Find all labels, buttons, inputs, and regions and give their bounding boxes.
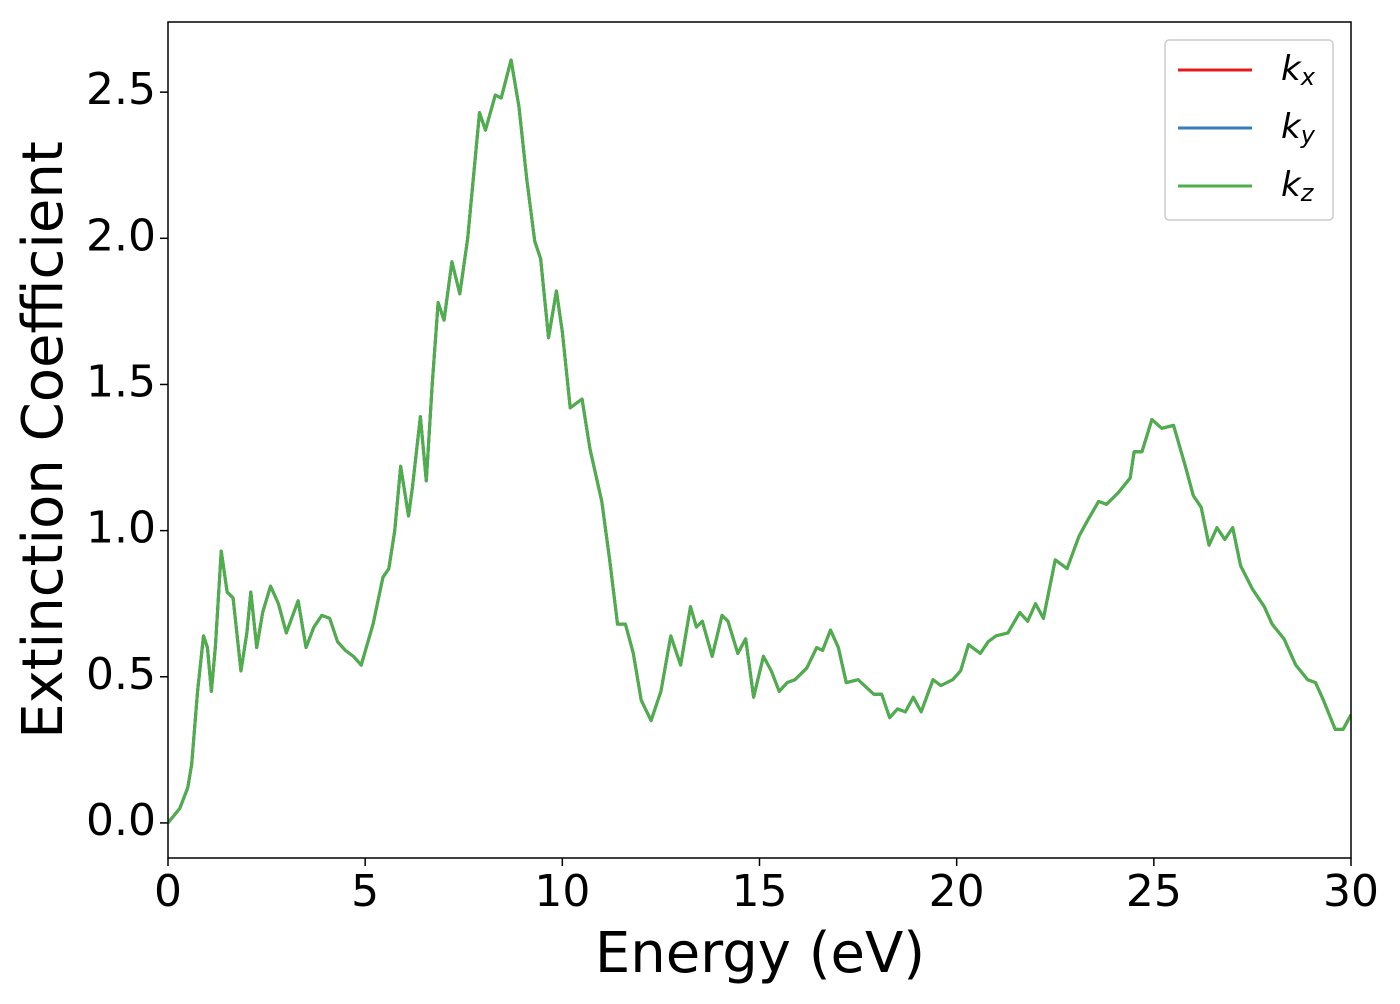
y-axis-label: Extinction Coefficient xyxy=(11,141,76,739)
legend-label: ky xyxy=(1281,107,1316,150)
x-tick-label: 10 xyxy=(534,866,590,917)
y-tick-label: 0.0 xyxy=(86,795,156,846)
y-tick-label: 0.5 xyxy=(86,649,156,700)
x-tick-label: 30 xyxy=(1323,866,1379,917)
x-tick-label: 25 xyxy=(1126,866,1182,917)
x-tick-label: 0 xyxy=(154,866,182,917)
y-tick-label: 1.5 xyxy=(86,356,156,407)
legend-label: kz xyxy=(1281,165,1315,208)
legend-label: kx xyxy=(1281,49,1316,92)
data-line xyxy=(168,58,1351,824)
y-tick-label: 2.0 xyxy=(86,210,156,261)
x-axis-label: Energy (eV) xyxy=(595,921,925,986)
y-tick-label: 2.5 xyxy=(86,64,156,115)
x-tick-label: 15 xyxy=(732,866,788,917)
plot-frame xyxy=(167,21,1352,859)
x-tick-label: 20 xyxy=(929,866,985,917)
legend-box xyxy=(1164,39,1334,221)
y-tick-label: 1.0 xyxy=(86,503,156,554)
x-tick-label: 5 xyxy=(351,866,379,917)
